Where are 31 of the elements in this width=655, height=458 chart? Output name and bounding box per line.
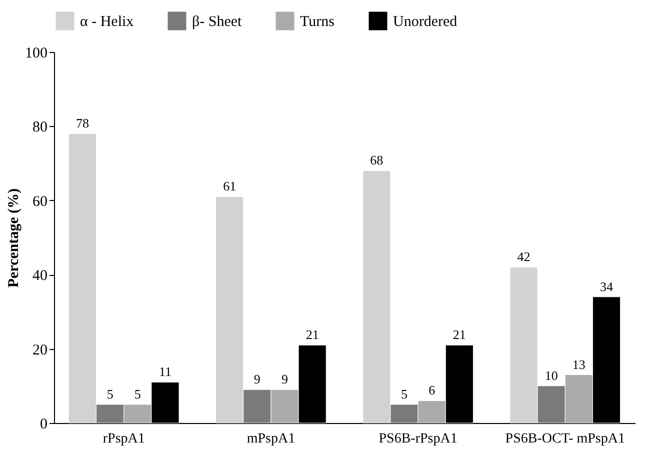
data-label: 21: [306, 327, 319, 342]
data-label: 68: [370, 152, 384, 168]
y-tick-label: 60: [32, 194, 48, 210]
data-label: 5: [134, 386, 141, 402]
y-tick-label: 20: [32, 342, 48, 358]
data-label: 61: [223, 178, 236, 194]
legend-label: Unordered: [393, 14, 458, 30]
x-tick-label: PS6B-OCT- mPspA1: [505, 432, 625, 446]
y-tick-label: 40: [32, 268, 48, 284]
data-label: 9: [281, 372, 288, 387]
data-label: 42: [517, 249, 530, 264]
x-tick-label: PS6B-rPspA1: [378, 432, 458, 446]
data-label: 9: [254, 372, 260, 387]
data-label: 34: [600, 278, 614, 294]
x-tick-label: mPspA1: [246, 432, 296, 446]
y-tick-label: 0: [40, 416, 48, 432]
data-label: 13: [572, 356, 586, 372]
data-label: 11: [158, 364, 172, 380]
data-label: 6: [428, 382, 436, 398]
data-label: 10: [544, 368, 558, 383]
data-label: 21: [452, 327, 466, 342]
data-label: 5: [401, 386, 408, 402]
data-label: 78: [76, 116, 89, 131]
y-axis-title: Percentage (%): [6, 188, 22, 288]
x-tick-label: rPspA1: [102, 432, 145, 446]
legend-label: Turns: [300, 14, 335, 30]
y-tick-label: 80: [32, 120, 48, 136]
legend-label: α - Helix: [80, 14, 134, 30]
y-tick-label: 100: [25, 46, 48, 62]
data-label: 5: [106, 386, 114, 402]
legend-label: β- Sheet: [192, 14, 243, 30]
